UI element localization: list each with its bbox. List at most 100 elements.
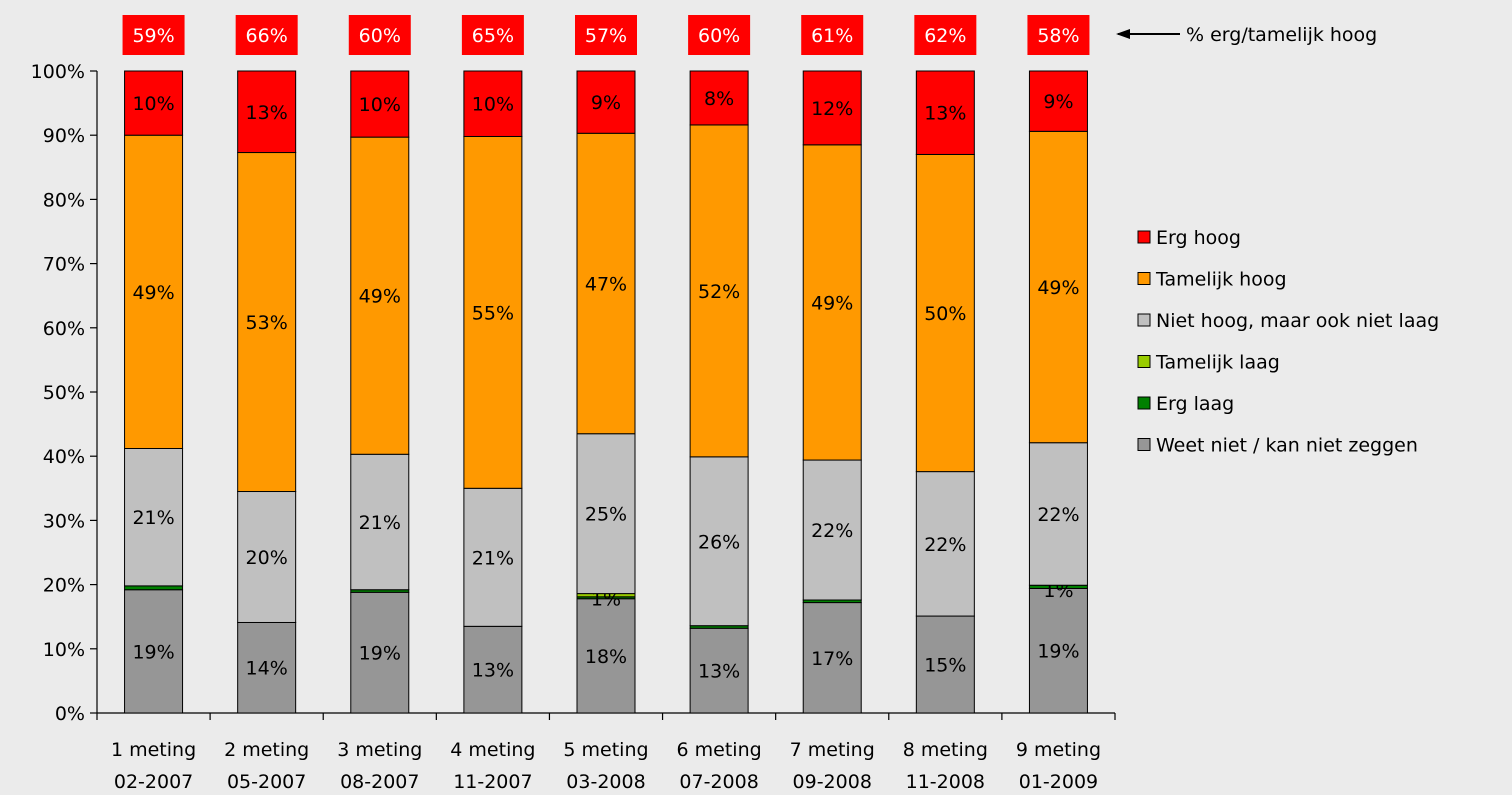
x-tick-label: 11-2007 — [453, 771, 532, 793]
axes: 0% 10% 20% 30% 40% 50% 60% 70% 80% 90% 100% 1 metin… — [31, 61, 1116, 793]
data-label: 26% — [698, 531, 740, 553]
legend-label: Erg hoog — [1156, 227, 1241, 249]
bar-segment — [802, 144, 862, 461]
bar-segment — [915, 153, 975, 473]
y-tick-label: 0% — [55, 703, 85, 725]
x-tick-label: 9 meting — [1016, 739, 1101, 761]
annotation-arrow-head — [1116, 29, 1130, 39]
top-label-box — [1027, 15, 1090, 55]
x-tick-label: 4 meting — [450, 739, 535, 761]
x-tick-label: 01-2009 — [1019, 771, 1098, 793]
data-label: 22% — [924, 534, 966, 556]
data-label: 22% — [811, 520, 853, 542]
data-label: 12% — [811, 98, 853, 120]
top-label-box — [801, 15, 864, 55]
data-label: 55% — [472, 302, 514, 324]
bar-segment — [124, 447, 184, 587]
bar-segment — [350, 136, 410, 455]
data-label: 49% — [1037, 277, 1079, 299]
x-tick-label: 2 meting — [224, 739, 309, 761]
x-tick-label: 05-2007 — [227, 771, 306, 793]
x-tick-label: 03-2008 — [566, 771, 645, 793]
bar-segment — [689, 124, 749, 458]
data-label: 13% — [698, 661, 740, 683]
data-label: 52% — [698, 281, 740, 303]
x-tick-label: 09-2008 — [793, 771, 872, 793]
data-label: 49% — [359, 286, 401, 308]
x-tick-label: 6 meting — [677, 739, 762, 761]
data-label: 19% — [132, 641, 174, 663]
top-label: 61% — [811, 25, 853, 47]
data-label: 49% — [811, 292, 853, 314]
data-label: 15% — [924, 655, 966, 677]
bars: 19% 21% 49% 10% 14% 20% 53% 13% 19% 21% 49% 10% 13% 2… — [124, 70, 1088, 714]
legend-swatch — [1137, 355, 1151, 368]
y-tick-label: 20% — [43, 575, 85, 597]
legend-swatch — [1137, 272, 1151, 285]
y-tick-label: 100% — [31, 61, 85, 83]
bar-segment — [124, 589, 184, 714]
data-label: 10% — [472, 94, 514, 116]
data-label: 21% — [132, 507, 174, 529]
bar-segment — [463, 625, 523, 714]
top-label: 60% — [698, 25, 740, 47]
top-label: 59% — [132, 25, 174, 47]
bar-segment — [237, 491, 297, 623]
data-label: 49% — [132, 282, 174, 304]
bar-segment — [915, 615, 975, 714]
top-label: 66% — [246, 25, 288, 47]
data-label: 10% — [359, 94, 401, 116]
bar-segment — [124, 70, 184, 136]
legend-label: Niet hoog, maar ook niet laag — [1156, 310, 1439, 332]
bar-segment — [124, 134, 184, 449]
top-label: 60% — [359, 25, 401, 47]
data-label: 1% — [591, 589, 621, 611]
legend: Erg hoog Tamelijk hoog Niet hoog, maar ook… — [1137, 227, 1439, 457]
data-label: 19% — [1037, 641, 1079, 663]
top-label-box — [575, 15, 637, 55]
bar-segment — [350, 591, 410, 714]
bar-segment — [1028, 442, 1088, 586]
x-tick-label: 5 meting — [563, 739, 648, 761]
annotation-text: % erg/tamelijk hoog — [1186, 24, 1377, 46]
bar-segment — [576, 70, 636, 134]
top-label: 57% — [585, 25, 627, 47]
data-label: 8% — [704, 88, 734, 110]
bar-segment — [915, 471, 975, 617]
bar-segment — [350, 453, 410, 591]
data-label: 22% — [1037, 504, 1079, 526]
data-label: 19% — [359, 643, 401, 665]
bar-segment — [237, 70, 297, 154]
x-tick-label: 7 meting — [790, 739, 875, 761]
top-label-box — [461, 15, 524, 55]
x-tick-label: 1 meting — [111, 739, 196, 761]
y-tick-label: 70% — [43, 254, 85, 276]
bar-segment — [802, 70, 862, 146]
legend-swatch — [1137, 396, 1151, 410]
bar-segment — [1028, 130, 1088, 444]
bar-segment — [915, 70, 975, 155]
y-tick-label: 90% — [43, 125, 85, 147]
data-label: 10% — [132, 93, 174, 115]
data-label: 14% — [246, 658, 288, 680]
x-tick-label: 11-2008 — [906, 771, 985, 793]
bar-segment — [802, 459, 862, 601]
bar-segment — [1028, 70, 1088, 132]
bar-segment — [576, 132, 636, 435]
legend-swatch — [1137, 438, 1151, 451]
data-label: 17% — [811, 648, 853, 670]
data-label: 25% — [585, 504, 627, 526]
legend-swatch — [1137, 313, 1151, 327]
legend-label: Weet niet / kan niet zeggen — [1156, 435, 1418, 457]
data-label: 18% — [585, 646, 627, 668]
bar-segment — [463, 487, 523, 627]
legend-label: Tamelijk hoog — [1155, 269, 1287, 291]
data-label: 13% — [472, 660, 514, 682]
annotation: % erg/tamelijk hoog — [1116, 24, 1377, 46]
data-label: 47% — [585, 274, 627, 296]
data-label: 50% — [924, 303, 966, 325]
top-labels: 59% 66% 60% 65% 57% 60% 61% 62% 58% — [122, 15, 1090, 55]
y-tick-label: 10% — [43, 639, 85, 661]
y-tick-label: 30% — [43, 510, 85, 532]
x-tick-label: 3 meting — [337, 739, 422, 761]
